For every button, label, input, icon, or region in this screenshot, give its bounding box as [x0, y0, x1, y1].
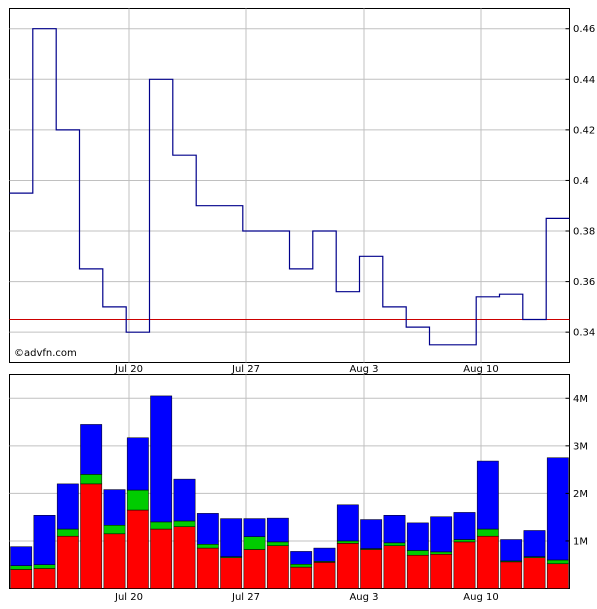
volume-bar-red: [546, 563, 569, 589]
price-panel: [9, 8, 570, 363]
volume-bar-blue: [150, 395, 173, 523]
volume-y-axis: 1M 2M 3M 4M: [565, 394, 588, 547]
volume-bar-red: [523, 557, 546, 589]
volume-bar-red: [10, 569, 33, 589]
volume-x-axis: Jul 20 Jul 27 Aug 3 Aug 10: [114, 592, 499, 603]
price-y-tick-label: 0.4: [573, 176, 589, 187]
volume-bar-blue: [103, 489, 126, 526]
volume-bar-red: [453, 541, 476, 589]
volume-bar-green: [453, 539, 476, 543]
volume-bars: [10, 395, 569, 589]
volume-y-tick-label: 3M: [573, 441, 588, 452]
volume-bar-green: [383, 542, 406, 546]
volume-bar-blue: [290, 551, 313, 565]
volume-bar-green: [10, 565, 33, 570]
volume-bar-red: [360, 549, 383, 589]
watermark: ©advfn.com: [14, 348, 77, 359]
volume-bar-blue: [196, 513, 219, 545]
volume-bar-green: [56, 528, 79, 537]
volume-bar-green: [33, 564, 56, 569]
volume-bar-blue: [383, 515, 406, 544]
price-plot-area: [9, 28, 570, 346]
volume-bar-blue: [500, 539, 523, 562]
price-x-axis: Jul 20 Jul 27 Aug 3 Aug 10: [114, 364, 499, 375]
volume-bar-green: [406, 550, 429, 556]
volume-bar-blue: [243, 518, 266, 537]
price-y-tick-label: 0.46: [573, 24, 595, 35]
volume-bar-blue: [80, 424, 103, 475]
volume-bar-green: [196, 544, 219, 549]
volume-bar-red: [476, 535, 499, 589]
volume-bar-blue: [360, 519, 383, 549]
volume-bar-green: [80, 474, 103, 485]
volume-bar-red: [126, 509, 149, 589]
volume-bar-red: [430, 554, 453, 589]
volume-bar-blue: [173, 478, 196, 522]
volume-bar-blue: [336, 504, 359, 542]
volume-bar-red: [313, 562, 336, 589]
volume-bar-green: [336, 540, 359, 544]
volume-bar-blue: [33, 515, 56, 565]
price-y-axis: 0.34 0.36 0.38 0.4 0.42 0.44 0.46: [565, 24, 595, 339]
volume-bar-green: [430, 551, 453, 555]
volume-bar-red: [220, 557, 243, 589]
volume-bar-red: [103, 533, 126, 589]
volume-bar-red: [383, 545, 406, 589]
volume-bar-green: [290, 563, 313, 568]
volume-bar-red: [33, 568, 56, 589]
price-y-tick-label: 0.34: [573, 328, 595, 339]
price-series-line: [9, 28, 570, 346]
volume-x-tick-label: Jul 27: [231, 592, 260, 603]
volume-bar-green: [546, 559, 569, 565]
volume-y-tick-label: 1M: [573, 536, 588, 547]
volume-x-tick-label: Aug 3: [349, 592, 378, 603]
volume-bar-red: [173, 526, 196, 589]
price-y-tick-label: 0.36: [573, 277, 595, 288]
volume-bar-green: [476, 528, 499, 537]
volume-bar-red: [500, 561, 523, 589]
volume-bar-green: [243, 536, 266, 550]
price-y-tick-label: 0.44: [573, 75, 595, 86]
volume-bar-red: [336, 543, 359, 589]
volume-x-tick-label: Jul 20: [114, 592, 143, 603]
volume-x-tick-label: Aug 10: [463, 592, 498, 603]
volume-bar-blue: [126, 437, 149, 491]
volume-bar-red: [406, 554, 429, 589]
volume-bar-blue: [56, 483, 79, 530]
volume-bar-red: [243, 549, 266, 589]
volume-bar-blue: [266, 517, 289, 543]
volume-bar-blue: [523, 530, 546, 557]
volume-bar-blue: [220, 518, 243, 557]
volume-bar-red: [266, 545, 289, 589]
volume-bar-red: [196, 547, 219, 589]
volume-bar-blue: [476, 460, 499, 530]
price-y-tick-label: 0.38: [573, 227, 595, 238]
volume-bar-blue: [546, 457, 569, 561]
volume-y-tick-label: 2M: [573, 489, 588, 500]
price-x-tick-label: Jul 27: [231, 364, 260, 375]
volume-bar-red: [80, 483, 103, 589]
volume-bar-green: [126, 489, 149, 511]
price-y-tick-label: 0.42: [573, 125, 595, 136]
volume-bar-blue: [10, 546, 33, 566]
volume-bar-red: [290, 566, 313, 589]
volume-bar-blue: [406, 522, 429, 551]
volume-panel: [9, 374, 570, 589]
volume-bar-blue: [430, 516, 453, 553]
price-x-tick-label: Aug 10: [463, 364, 498, 375]
volume-bar-red: [56, 535, 79, 589]
volume-bar-green: [173, 520, 196, 527]
volume-bar-green: [266, 541, 289, 546]
volume-bar-blue: [313, 547, 336, 562]
volume-bar-green: [150, 521, 173, 530]
price-x-tick-label: Aug 3: [349, 364, 378, 375]
volume-y-tick-label: 4M: [573, 394, 588, 405]
volume-bar-red: [150, 528, 173, 589]
volume-bar-green: [103, 525, 126, 535]
price-x-tick-label: Jul 20: [114, 364, 143, 375]
volume-bar-blue: [453, 512, 476, 540]
